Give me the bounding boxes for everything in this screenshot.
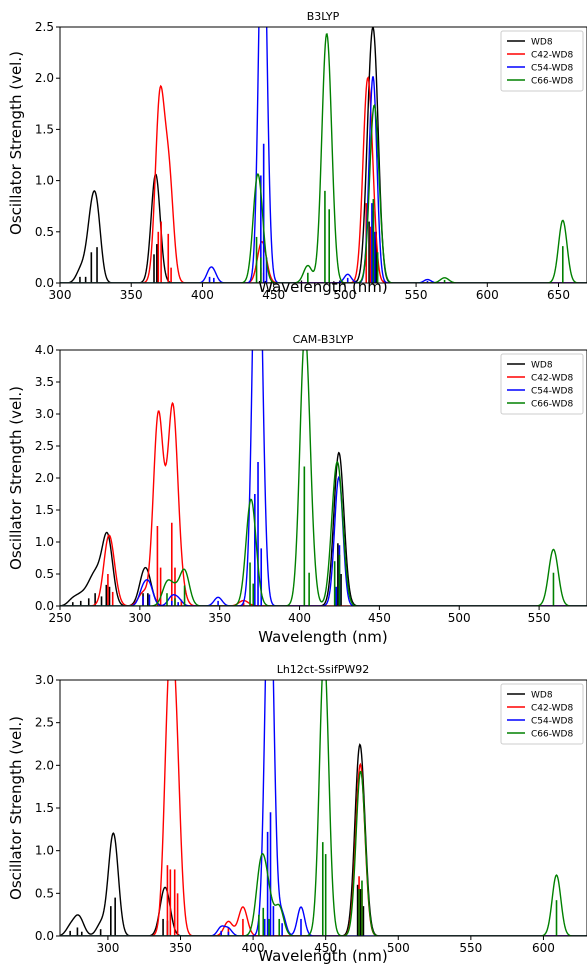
legend-label: C66-WD8	[531, 400, 573, 410]
y-tick-label: 2.0	[35, 71, 54, 85]
legend-label: C54-WD8	[531, 387, 573, 397]
y-tick-label: 0.0	[35, 599, 54, 613]
series-line-c42-wd8	[60, 76, 587, 283]
legend-box	[500, 30, 584, 92]
x-tick-label: 350	[120, 288, 143, 302]
x-tick-label: 550	[405, 288, 428, 302]
legend-box	[500, 353, 584, 415]
legend-label: C54-WD8	[531, 717, 573, 727]
x-tick-label: 400	[191, 288, 214, 302]
panel-title: B3LYP	[307, 10, 340, 23]
y-tick-label: 0.0	[35, 276, 54, 290]
series-line-wd8	[60, 27, 587, 283]
legend: WD8 C42-WD8 C54-WD8 C66-WD8	[500, 683, 584, 745]
legend-label: C42-WD8	[531, 51, 573, 61]
x-tick-label: 250	[49, 611, 72, 625]
series-line-wd8	[60, 451, 587, 606]
x-tick-label: 400	[242, 941, 265, 955]
legend: WD8 C42-WD8 C54-WD8 C66-WD8	[500, 30, 584, 92]
y-tick-label: 1.0	[35, 844, 54, 858]
x-tick-label: 450	[314, 941, 337, 955]
y-tick-label: 1.5	[35, 801, 54, 815]
y-axis-label: Oscillator Strength (vel.)	[7, 386, 25, 570]
legend-label: WD8	[531, 38, 553, 48]
x-tick-label: 500	[448, 611, 471, 625]
y-tick-label: 2.0	[35, 471, 54, 485]
y-tick-label: 2.0	[35, 758, 54, 772]
tick-labels: 300 350 400 450 500 550 600 0.0 0.5 1.0 1.5 2.0 2.5 3…	[35, 673, 555, 955]
panel-b3lyp: B3LYP Oscillator Strength (vel.) Wavelen…	[7, 10, 587, 302]
y-tick-label: 0.5	[35, 567, 54, 581]
x-tick-label: 550	[459, 941, 482, 955]
x-tick-label: 450	[368, 611, 391, 625]
legend-box	[500, 683, 584, 745]
y-tick-label: 2.5	[35, 716, 54, 730]
plot-area	[60, 27, 587, 283]
y-tick-label: 1.5	[35, 122, 54, 136]
x-tick-label: 600	[532, 941, 555, 955]
panel-title: Lh12ct-SsifPW92	[277, 663, 370, 676]
axes-frame	[59, 679, 587, 937]
x-tick-label: 450	[262, 288, 285, 302]
x-tick-label: 600	[476, 288, 499, 302]
y-tick-label: 2.5	[35, 20, 54, 34]
x-tick-label: 300	[96, 941, 119, 955]
y-tick-label: 0.5	[35, 886, 54, 900]
panel-cam-b3lyp: CAM-B3LYP Oscillator Strength (vel.) Wav…	[7, 333, 587, 646]
y-axis-label: Oscillator Strength (vel.)	[7, 716, 25, 900]
legend-label: C42-WD8	[531, 374, 573, 384]
tick-labels: 300 350 400 450 500 550 600 650 0.0 0.5 1.0 1.5 2.0 2…	[35, 20, 570, 302]
y-tick-label: 3.0	[35, 407, 54, 421]
legend-label: C54-WD8	[531, 64, 573, 74]
axes-frame	[59, 349, 587, 607]
x-axis-label: Wavelength (nm)	[258, 947, 388, 965]
x-tick-label: 350	[208, 611, 231, 625]
x-tick-label: 500	[387, 941, 410, 955]
legend-label: WD8	[531, 361, 553, 371]
y-tick-label: 1.0	[35, 174, 54, 188]
x-axis-label: Wavelength (nm)	[258, 628, 388, 646]
legend-label: C42-WD8	[531, 704, 573, 714]
panel-title: CAM-B3LYP	[293, 333, 354, 346]
y-tick-label: 1.5	[35, 503, 54, 517]
y-tick-label: 1.0	[35, 535, 54, 549]
legend: WD8 C42-WD8 C54-WD8 C66-WD8	[500, 353, 584, 415]
y-tick-label: 2.5	[35, 439, 54, 453]
y-tick-label: 0.5	[35, 225, 54, 239]
x-tick-label: 500	[333, 288, 356, 302]
x-tick-label: 550	[528, 611, 551, 625]
x-tick-label: 300	[49, 288, 72, 302]
y-tick-label: 3.5	[35, 375, 54, 389]
x-tick-label: 650	[547, 288, 570, 302]
axes-frame	[59, 26, 587, 284]
y-tick-label: 0.0	[35, 929, 54, 943]
x-tick-label: 400	[288, 611, 311, 625]
panel-lh12ct-ssifpw92: Lh12ct-SsifPW92 Oscillator Strength (vel…	[7, 663, 587, 965]
tick-labels: 250 300 350 400 450 500 550 0.0 0.5 1.0 1.5 2.0 2.5 3…	[35, 343, 551, 625]
series-line-c42-wd8	[60, 401, 587, 606]
legend-label: C66-WD8	[531, 730, 573, 740]
x-tick-label: 300	[128, 611, 151, 625]
legend-label: WD8	[531, 691, 553, 701]
x-tick-label: 350	[169, 941, 192, 955]
y-tick-label: 4.0	[35, 343, 54, 357]
y-axis-label: Oscillator Strength (vel.)	[7, 51, 25, 235]
y-tick-label: 3.0	[35, 673, 54, 687]
legend-label: C66-WD8	[531, 77, 573, 87]
series-line-c66-wd8	[60, 33, 587, 283]
